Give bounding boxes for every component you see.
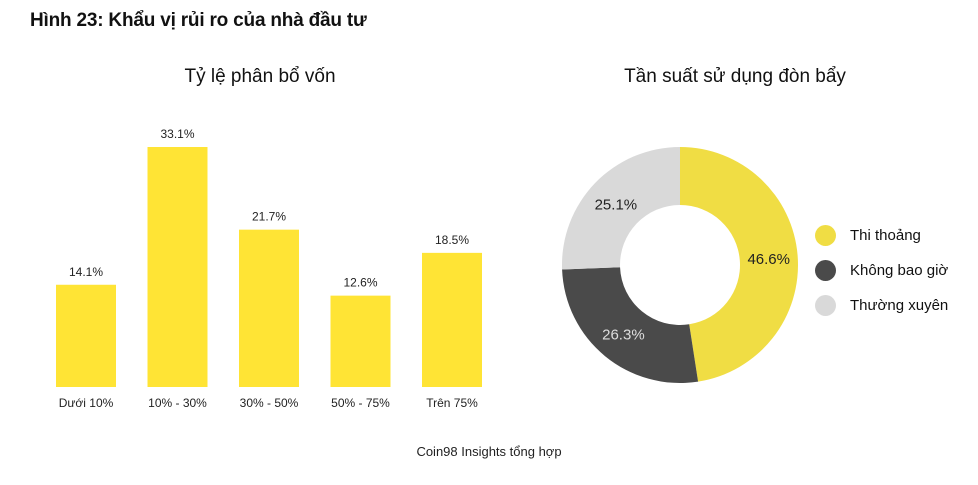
legend-label: Không bao giờ [850,262,949,279]
donut-chart-title: Tần suất sử dụng đòn bẩy [624,66,846,87]
bar-value-label: 18.5% [435,233,469,247]
donut-legend: Thi thoảng Không bao giờ Thường xuyên [815,218,948,323]
bar [422,252,482,387]
bar-value-label: 12.6% [343,276,377,290]
donut-slice [562,147,680,270]
bar-value-label: 33.1% [160,127,194,141]
legend-label: Thi thoảng [850,227,921,244]
donut-value-label: 46.6% [747,251,790,268]
figure-title: Hình 23: Khẩu vị rủi ro của nhà đầu tư [30,10,367,31]
source-note: Coin98 Insights tổng hợp [416,444,562,459]
x-tick-label: 30% - 50% [240,396,299,410]
legend-item-thi-thoang: Thi thoảng [815,218,948,253]
bar [330,295,391,387]
bar-value-label: 14.1% [69,265,103,279]
legend-swatch [815,225,836,246]
bar [56,284,116,387]
bar-value-label: 21.7% [252,210,286,224]
donut-value-label: 26.3% [602,327,645,344]
x-tick-label: Trên 75% [426,396,478,410]
donut-slice [680,147,799,382]
bar [239,229,299,387]
bar [147,147,208,387]
donut-value-label: 25.1% [595,196,638,213]
legend-swatch [815,260,836,281]
x-tick-label: 50% - 75% [331,396,390,410]
legend-swatch [815,295,836,316]
legend-item-thuong-xuyen: Thường xuyên [815,288,948,323]
bar-chart-title: Tỷ lệ phân bổ vốn [184,66,336,87]
x-tick-label: Dưới 10% [59,396,114,410]
legend-label: Thường xuyên [850,297,949,314]
donut-slice [562,267,699,384]
legend-item-khong-bao-gio: Không bao giờ [815,253,948,288]
x-tick-label: 10% - 30% [148,396,207,410]
